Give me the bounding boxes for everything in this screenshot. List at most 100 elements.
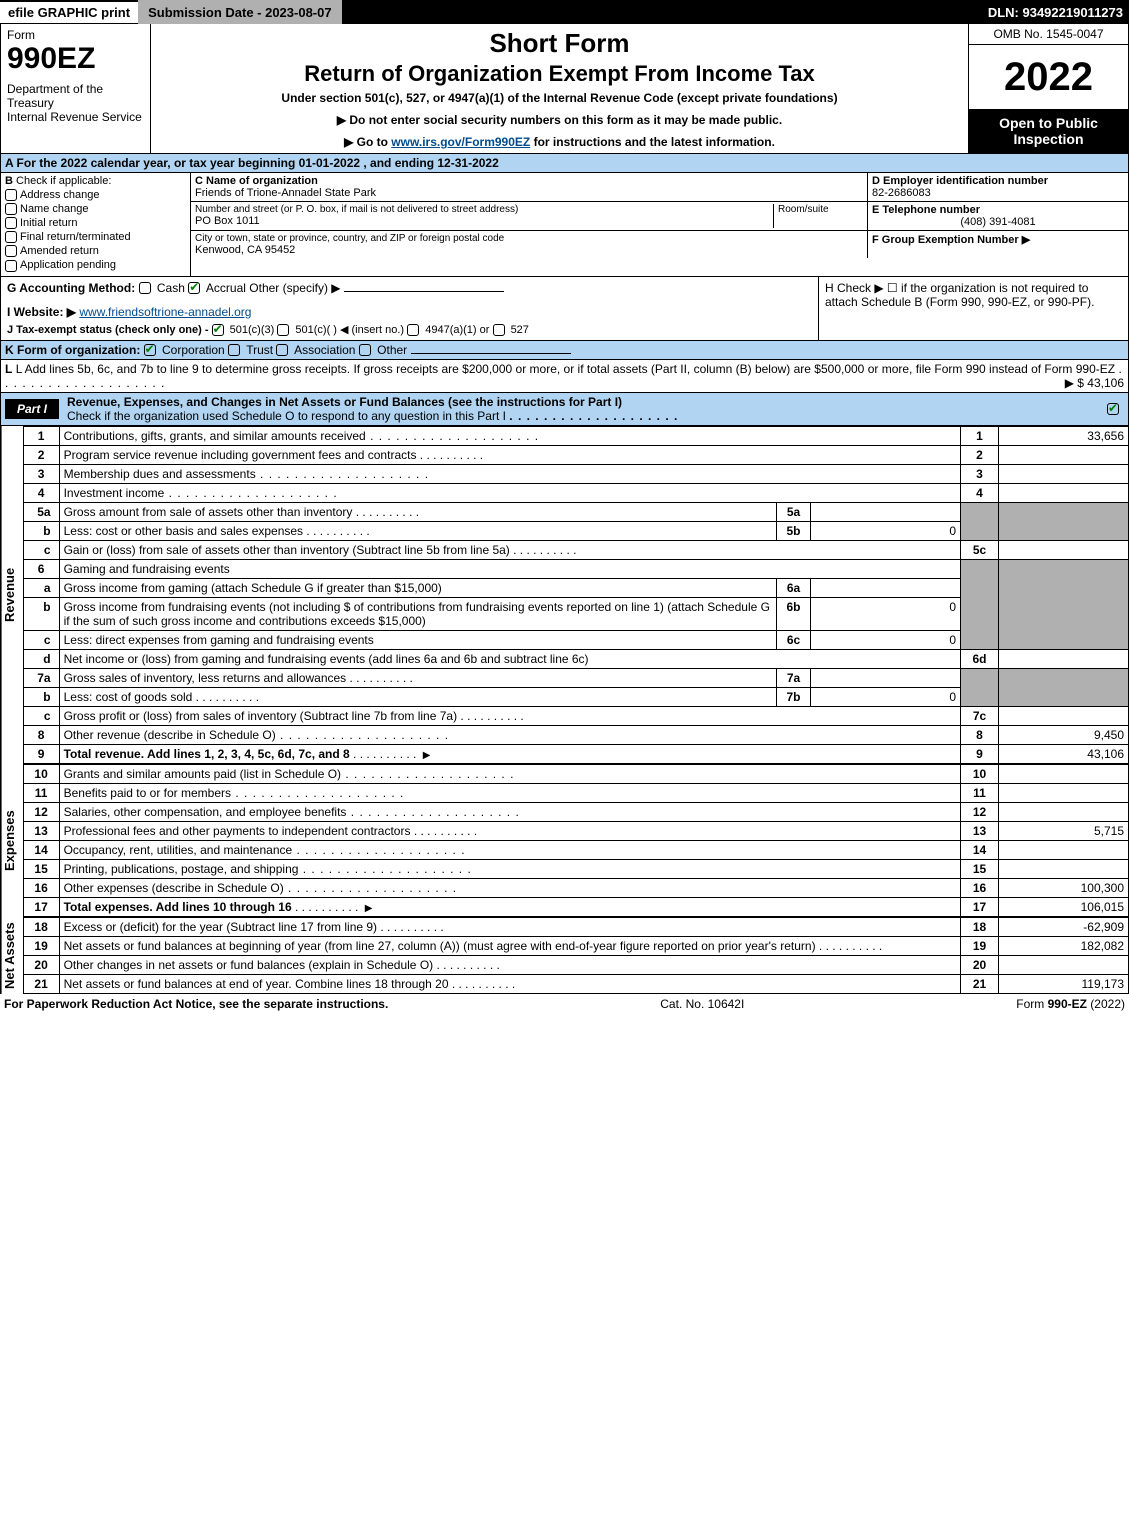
k-label: K Form of organization: xyxy=(5,343,140,357)
i-label: I Website: ▶ xyxy=(7,305,76,319)
part1-check xyxy=(1101,400,1128,418)
d-value: 82-2686083 xyxy=(872,187,1124,199)
part1-checkbox[interactable] xyxy=(1107,403,1119,415)
arrow-icon xyxy=(420,747,434,761)
f-cell: F Group Exemption Number ▶ xyxy=(868,231,1128,258)
h-cell: H Check ▶ ☐ if the organization is not r… xyxy=(818,277,1128,340)
addr-value: PO Box 1011 xyxy=(195,215,773,227)
org-name-cell: C Name of organization Friends of Trione… xyxy=(191,173,868,201)
cb-501c[interactable] xyxy=(277,324,289,336)
netassets-table: 18Excess or (deficit) for the year (Subt… xyxy=(23,917,1129,994)
revenue-section: Revenue 1Contributions, gifts, grants, a… xyxy=(0,426,1129,764)
line-a: A For the 2022 calendar year, or tax yea… xyxy=(0,154,1129,173)
line-k: K Form of organization: Corporation Trus… xyxy=(0,341,1129,360)
checkbox-icon[interactable] xyxy=(5,245,17,257)
form-label: Form xyxy=(7,28,144,42)
row-g-h: G Accounting Method: Cash Accrual Other … xyxy=(0,277,1129,341)
tax-year: 2022 xyxy=(969,45,1128,109)
col-b: B Check if applicable: Address change Na… xyxy=(1,173,191,276)
expenses-section: Expenses 10Grants and similar amounts pa… xyxy=(0,764,1129,917)
footer-left: For Paperwork Reduction Act Notice, see … xyxy=(4,997,388,1011)
d-cell: D Employer identification number 82-2686… xyxy=(868,173,1128,201)
line1-value: 33,656 xyxy=(999,426,1129,445)
part1-header: Part I Revenue, Expenses, and Changes in… xyxy=(0,393,1129,426)
part1-tag: Part I xyxy=(5,399,59,419)
instr2-pre: ▶ Go to xyxy=(344,135,391,149)
row-city: City or town, state or province, country… xyxy=(191,231,1128,258)
checkbox-cash[interactable] xyxy=(139,282,151,294)
return-title: Return of Organization Exempt From Incom… xyxy=(157,61,962,87)
part1-title: Revenue, Expenses, and Changes in Net As… xyxy=(63,393,1101,425)
e-label: E Telephone number xyxy=(872,204,1124,216)
b-label: B xyxy=(5,175,13,187)
city-value: Kenwood, CA 95452 xyxy=(195,244,863,256)
submission-date: Submission Date - 2023-08-07 xyxy=(138,0,342,24)
d-label: D Employer identification number xyxy=(872,175,1124,187)
checkbox-icon[interactable] xyxy=(5,189,17,201)
cb-trust[interactable] xyxy=(228,344,240,356)
dept-label: Department of the Treasury Internal Reve… xyxy=(7,82,144,124)
cb-initial-return[interactable]: Initial return xyxy=(5,217,186,229)
header-right: OMB No. 1545-0047 2022 Open to Public In… xyxy=(968,24,1128,153)
room-label: Room/suite xyxy=(778,204,863,215)
line18-value: -62,909 xyxy=(999,917,1129,936)
j-label: J Tax-exempt status (check only one) - xyxy=(7,324,212,336)
cb-corp[interactable] xyxy=(144,344,156,356)
cb-501c3[interactable] xyxy=(212,324,224,336)
g-cell: G Accounting Method: Cash Accrual Other … xyxy=(1,277,818,340)
header-center: Short Form Return of Organization Exempt… xyxy=(151,24,968,153)
e-value: (408) 391-4081 xyxy=(872,216,1124,228)
top-bar: efile GRAPHIC print Submission Date - 20… xyxy=(0,0,1129,24)
l-value: ▶ $ 43,106 xyxy=(1065,376,1124,390)
b-subtitle: Check if applicable: xyxy=(16,175,111,187)
expenses-vlabel: Expenses xyxy=(1,764,23,917)
checkbox-icon[interactable] xyxy=(5,231,17,243)
website-link[interactable]: www.friendsoftrione-annadel.org xyxy=(79,305,251,319)
line16-value: 100,300 xyxy=(999,878,1129,897)
revenue-vlabel: Revenue xyxy=(1,426,23,764)
cb-527[interactable] xyxy=(493,324,505,336)
irs-link[interactable]: www.irs.gov/Form990EZ xyxy=(391,135,530,149)
omb-number: OMB No. 1545-0047 xyxy=(969,24,1128,45)
efile-label[interactable]: efile GRAPHIC print xyxy=(0,2,138,23)
col-c-to-f: C Name of organization Friends of Trione… xyxy=(191,173,1128,276)
cb-final-return[interactable]: Final return/terminated xyxy=(5,231,186,243)
form-number: 990EZ xyxy=(7,42,144,76)
cb-name-change[interactable]: Name change xyxy=(5,203,186,215)
addr-cell: Number and street (or P. O. box, if mail… xyxy=(191,202,868,230)
city-label: City or town, state or province, country… xyxy=(195,233,863,244)
expenses-table: 10Grants and similar amounts paid (list … xyxy=(23,764,1129,917)
checkbox-icon[interactable] xyxy=(5,203,17,215)
netassets-vlabel: Net Assets xyxy=(1,917,23,994)
line21-value: 119,173 xyxy=(999,974,1129,993)
netassets-section: Net Assets 18Excess or (deficit) for the… xyxy=(0,917,1129,994)
h-text: H Check ▶ ☐ if the organization is not r… xyxy=(825,281,1094,309)
footer-center: Cat. No. 10642I xyxy=(660,997,744,1011)
line-l: L L Add lines 5b, 6c, and 7b to line 9 t… xyxy=(0,360,1129,393)
form-header: Form 990EZ Department of the Treasury In… xyxy=(0,24,1129,154)
cb-address-change[interactable]: Address change xyxy=(5,189,186,201)
line8-value: 9,450 xyxy=(999,725,1129,744)
dln-label: DLN: 93492219011273 xyxy=(988,5,1129,20)
footer: For Paperwork Reduction Act Notice, see … xyxy=(0,994,1129,1014)
cb-4947[interactable] xyxy=(407,324,419,336)
line19-value: 182,082 xyxy=(999,936,1129,955)
line17-value: 106,015 xyxy=(999,897,1129,916)
l-text: L Add lines 5b, 6c, and 7b to line 9 to … xyxy=(16,362,1115,376)
cb-application-pending[interactable]: Application pending xyxy=(5,259,186,271)
row-addr: Number and street (or P. O. box, if mail… xyxy=(191,202,1128,231)
c-name-label: C Name of organization xyxy=(195,175,863,187)
line9-value: 43,106 xyxy=(999,744,1129,763)
instr-ssn: ▶ Do not enter social security numbers o… xyxy=(157,113,962,127)
city-cell: City or town, state or province, country… xyxy=(191,231,868,258)
checkbox-accrual[interactable] xyxy=(188,282,200,294)
cb-other[interactable] xyxy=(359,344,371,356)
f-label: F Group Exemption Number ▶ xyxy=(872,233,1124,246)
cb-amended-return[interactable]: Amended return xyxy=(5,245,186,257)
c-name: Friends of Trione-Annadel State Park xyxy=(195,187,863,199)
cb-assoc[interactable] xyxy=(276,344,288,356)
instr-link: ▶ Go to www.irs.gov/Form990EZ for instru… xyxy=(157,135,962,149)
checkbox-icon[interactable] xyxy=(5,260,17,272)
subtitle: Under section 501(c), 527, or 4947(a)(1)… xyxy=(157,91,962,105)
checkbox-icon[interactable] xyxy=(5,217,17,229)
